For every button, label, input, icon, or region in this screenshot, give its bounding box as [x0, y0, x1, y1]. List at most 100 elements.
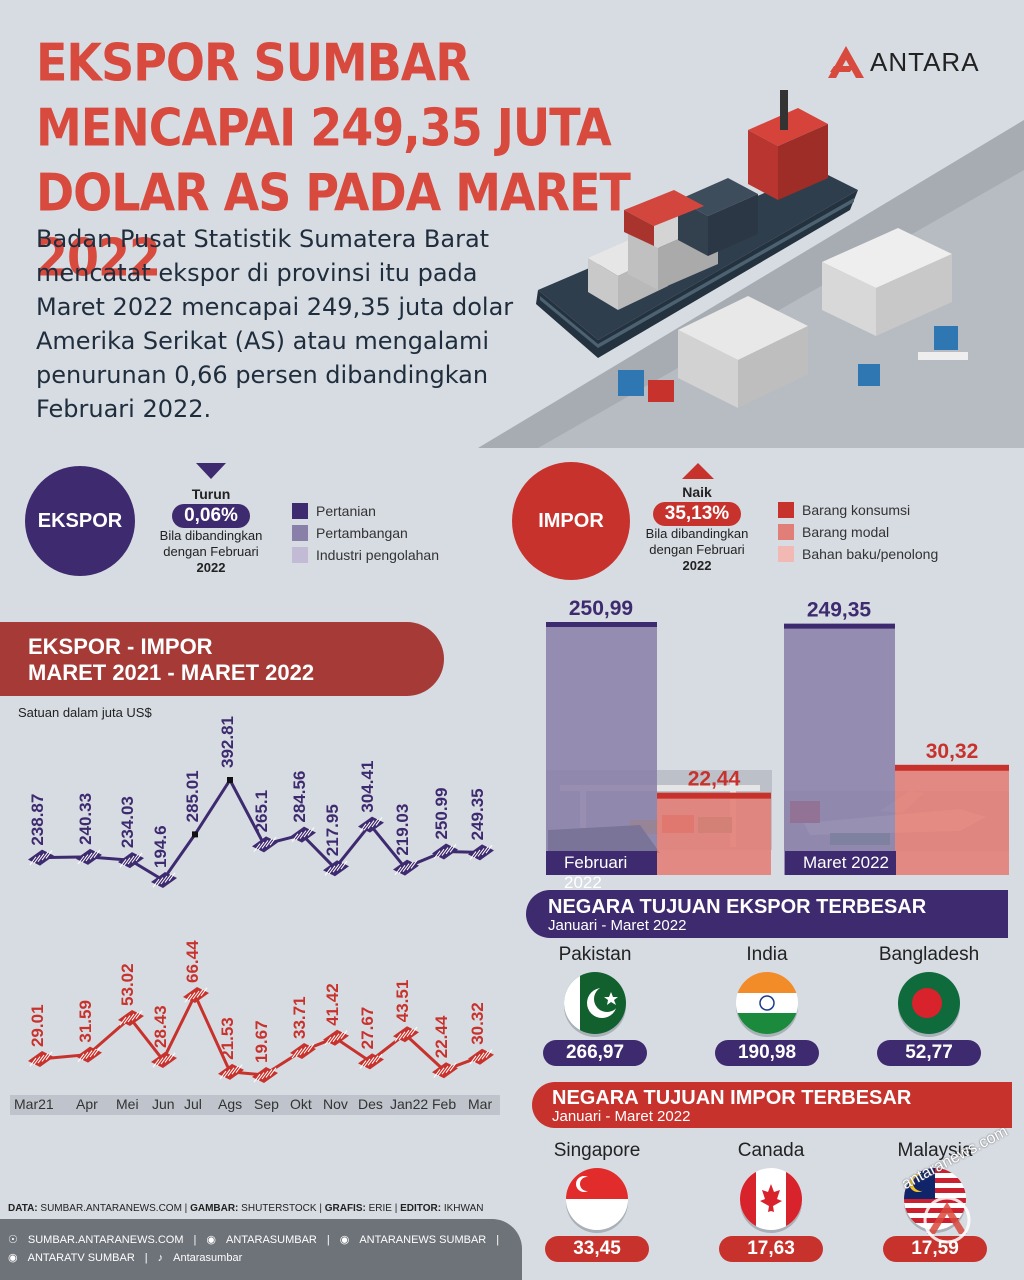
credit-label: DATA: [8, 1203, 38, 1214]
legend-swatch [778, 524, 794, 540]
credit-value: SUMBAR.ANTARANEWS.COM [40, 1203, 182, 1214]
antara-logo-mark-icon [828, 46, 864, 78]
month-tick-label: Mei [116, 1096, 139, 1112]
data-label: 304.41 [358, 761, 377, 813]
legend-label: Pertanian [316, 503, 376, 519]
impor-legend: Barang konsumsi Barang modal Bahan baku/… [778, 499, 938, 565]
impor-dest-country: Malaysia 17,59 [876, 1140, 994, 1262]
data-point [118, 1009, 144, 1026]
credit-label: EDITOR: [400, 1203, 442, 1214]
social-link[interactable]: SUMBAR.ANTARANEWS.COM [27, 1233, 184, 1246]
data-label: 285.01 [183, 770, 202, 822]
impor-compare-2: dengan Februari [649, 542, 745, 557]
globe-icon: ☉ [8, 1234, 18, 1246]
month-tick-label: Okt [290, 1096, 312, 1112]
data-point [358, 816, 384, 833]
import-bar-cap [657, 792, 771, 799]
data-label: 53.02 [118, 963, 137, 1006]
data-point [28, 1051, 54, 1068]
social-link[interactable]: ANTARASUMBAR [225, 1233, 317, 1246]
data-label: 21.53 [218, 1017, 237, 1060]
month-tick-label: Jun [152, 1096, 175, 1112]
country-name: Singapore [553, 1140, 641, 1161]
antara-logo-text: ANTARA [870, 47, 980, 77]
country-name: Canada [737, 1140, 805, 1161]
ekspor-compare-3: 2022 [196, 560, 226, 575]
data-point [192, 831, 198, 838]
data-point [393, 859, 419, 876]
legend-label: Industri pengolahan [316, 547, 439, 563]
data-label: 217.95 [323, 804, 342, 856]
legend-label: Barang konsumsi [802, 502, 911, 518]
data-label: 194.6 [151, 825, 170, 868]
impor-dest-country: Singapore 33,45 [538, 1140, 656, 1262]
ekspor-change: Turun 0,06% Bila dibandingkan dengan Feb… [146, 486, 276, 576]
bar-category-mar: Maret 2022 [785, 851, 896, 875]
legend-item: Pertanian [292, 500, 439, 522]
social-link[interactable]: ANTARATV SUMBAR [27, 1251, 135, 1264]
ekspor-dest-subtitle: Januari - Maret 2022 [548, 917, 687, 934]
ekspor-percent: 0,06% [172, 504, 250, 528]
country-name: India [746, 944, 788, 965]
india-flag-icon [736, 972, 798, 1034]
impor-circle: IMPOR [512, 462, 630, 580]
country-name: Pakistan [558, 944, 632, 965]
ekspor-dest-country: India 190,98 [708, 944, 826, 1066]
watermark: antaranews.com [895, 1123, 1023, 1252]
data-point [151, 872, 177, 888]
data-point [290, 826, 316, 843]
data-point [252, 1067, 278, 1083]
data-label: 284.56 [290, 771, 309, 823]
ekspor-compare-1: Bila dibandingkan [159, 528, 263, 543]
data-point [76, 848, 102, 865]
data-point [227, 777, 233, 783]
footer-credits: DATA: SUMBAR.ANTARANEWS.COM | GAMBAR: SH… [8, 1203, 484, 1214]
credit-value: IKHWAN [443, 1203, 484, 1214]
data-label: 27.67 [358, 1007, 377, 1050]
singapore-flag-icon [566, 1168, 628, 1230]
credit-label: GRAFIS: [324, 1203, 366, 1214]
month-tick-label: Jul [184, 1096, 202, 1112]
data-label: 28.43 [151, 1005, 170, 1048]
data-point [218, 1063, 244, 1080]
month-tick-label: Nov [323, 1096, 348, 1112]
data-point [432, 1062, 458, 1079]
data-point [183, 987, 209, 1003]
impor-dest-country: Canada 17,63 [712, 1140, 830, 1262]
export-bar [784, 626, 895, 875]
data-point [358, 1053, 384, 1070]
month-tick-label: Des [358, 1096, 383, 1112]
social-link[interactable]: ANTARANEWS SUMBAR [359, 1233, 487, 1246]
month-tick-label: Sep [254, 1096, 279, 1112]
data-label: 234.03 [118, 796, 137, 848]
import-bar [657, 795, 771, 875]
twitter-icon: ◉ [206, 1234, 216, 1246]
social-link[interactable]: Antarasumbar [173, 1251, 243, 1264]
data-label: 33.71 [290, 996, 309, 1039]
data-label: 66.44 [183, 940, 202, 983]
data-point [468, 1048, 494, 1065]
export-bar-label: 250,99 [569, 597, 633, 620]
legend-item: Barang modal [778, 521, 938, 543]
impor-compare-1: Bila dibandingkan [645, 526, 749, 541]
facebook-icon: ◉ [339, 1234, 350, 1246]
country-name: Bangladesh [878, 944, 980, 965]
bar-category-feb: Februari 2022 [546, 851, 657, 892]
data-point [393, 1026, 419, 1043]
data-label: 43.51 [393, 980, 412, 1023]
month-tick-label: Jan22 [390, 1096, 429, 1112]
data-point [118, 852, 144, 869]
data-label: 219.03 [393, 804, 412, 856]
data-label: 238.87 [28, 794, 47, 846]
data-point [252, 836, 278, 853]
ship-illustration [478, 90, 1024, 448]
footer-social-row-1: ☉ SUMBAR.ANTARANEWS.COM | ◉ ANTARASUMBAR | ◉… [8, 1233, 500, 1247]
legend-item: Industri pengolahan [292, 544, 439, 566]
tiktok-icon: ♪ [157, 1251, 164, 1264]
ekspor-direction: Turun [191, 486, 231, 502]
export-bar-label: 249,35 [807, 599, 872, 622]
import-bar [895, 767, 1009, 875]
canada-flag-icon [740, 1168, 802, 1230]
antara-logo: ANTARA [826, 44, 996, 80]
country-value: 266,97 [543, 1040, 647, 1066]
